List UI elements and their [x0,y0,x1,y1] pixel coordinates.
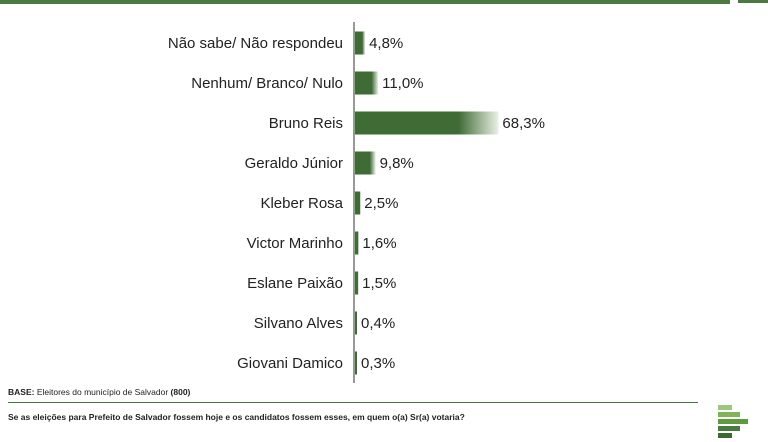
pollster-logo-icon [718,405,748,438]
top-divider [0,0,730,4]
value-label: 1,6% [362,235,396,252]
category-label: Kleber Rosa [260,195,343,212]
category-label: Geraldo Júnior [245,155,343,172]
category-label: Victor Marinho [247,235,343,252]
value-label: 68,3% [502,115,545,132]
category-label: Não sabe/ Não respondeu [168,35,343,52]
bar [355,351,357,375]
base-text: Eleitores do município de Salvador [34,387,171,397]
value-label: 9,8% [380,155,414,172]
bar [355,31,366,55]
value-label: 0,3% [361,355,395,372]
bars-layer: Não sabe/ Não respondeu 4,8% Nenhum/ Branc… [168,31,545,375]
base-label: BASE: [8,387,35,397]
bar [355,151,376,175]
base-note: BASE: Eleitores do município de Salvador… [8,387,190,397]
category-label: Eslane Paixão [247,275,343,292]
category-label: Giovani Damico [237,355,343,372]
value-label: 11,0% [382,75,423,92]
value-label: 1,5% [362,275,396,292]
bar [355,191,361,215]
value-label: 2,5% [364,195,398,212]
bar-chart: Não sabe/ Não respondeu 4,8% Nenhum/ Branc… [168,22,545,383]
value-label: 0,4% [361,315,395,332]
category-label: Silvano Alves [254,315,343,332]
bar [355,271,359,295]
category-label: Bruno Reis [269,115,343,132]
bar [355,311,357,335]
bar [355,71,379,95]
survey-question: Se as eleições para Prefeito de Salvador… [8,412,465,422]
bar [355,231,359,255]
bottom-divider [8,402,698,403]
category-label: Nenhum/ Branco/ Nulo [191,75,343,92]
value-label: 4,8% [369,35,403,52]
base-count: (800) [170,387,191,397]
bar [355,111,499,135]
top-divider-right [738,0,768,3]
